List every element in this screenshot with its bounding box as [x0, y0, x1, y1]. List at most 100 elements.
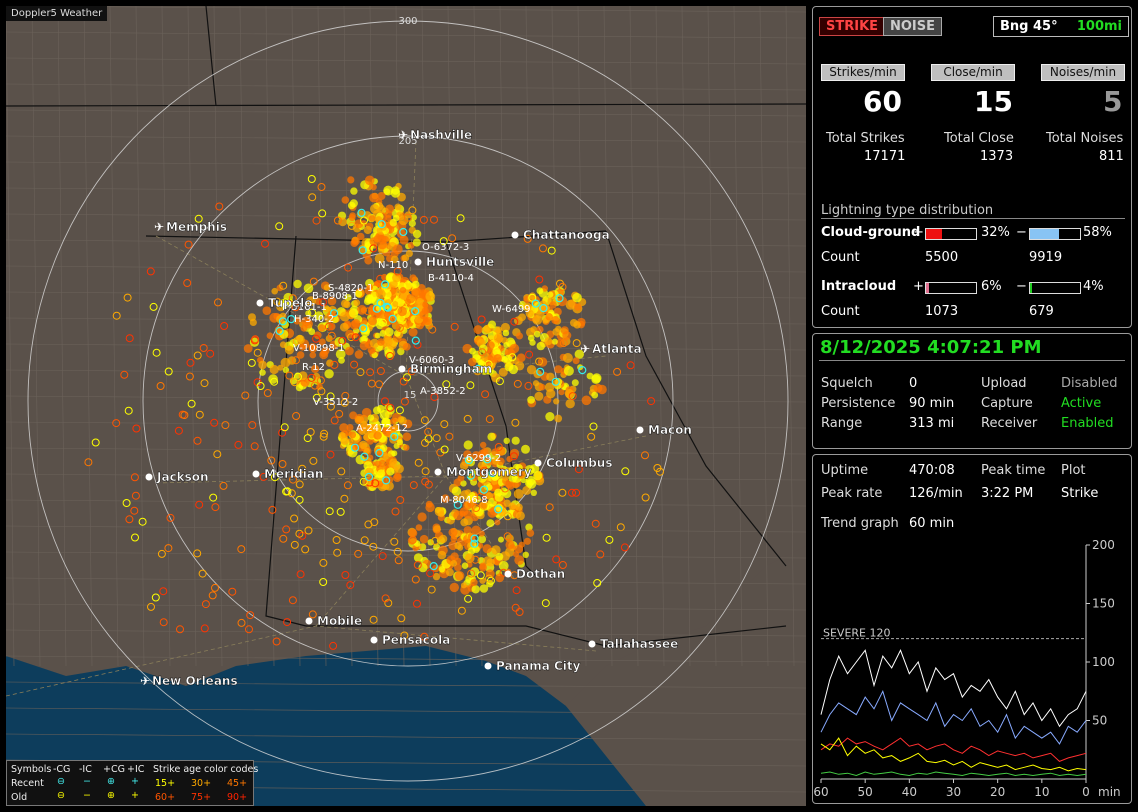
- strike-marker: [491, 457, 500, 465]
- recent-strike: [429, 561, 438, 571]
- city-label-tallahassee: Tallahassee: [600, 637, 678, 651]
- strike-symbol: [308, 610, 317, 619]
- strike-symbol: [214, 298, 222, 307]
- strike-symbol: [259, 472, 268, 481]
- strike-marker: [396, 439, 404, 446]
- recent-strike: [383, 303, 392, 312]
- cg-pos-bar-fill: [926, 229, 942, 239]
- strikes-per-min-header[interactable]: Strikes/min: [821, 64, 905, 81]
- strike-symbol: [442, 380, 451, 389]
- severe-label: SEVERE 120: [823, 627, 891, 640]
- strike-marker: [376, 469, 386, 478]
- strike-symbol: [403, 213, 412, 222]
- strike-symbol: [448, 234, 457, 243]
- strike-marker: [356, 232, 365, 241]
- strike-symbol: [364, 520, 373, 529]
- strike-marker: [280, 357, 291, 368]
- strike-symbol: [319, 432, 328, 441]
- strike-symbol: [399, 377, 408, 386]
- recent-strike: [411, 336, 420, 345]
- recent-strike: [377, 220, 386, 229]
- strike-symbol: [307, 175, 316, 183]
- map-canvas[interactable]: 300 205 15 O-6372-3 B-4110-4 S-4820-1B-8908-1…: [6, 6, 806, 806]
- strike-symbol: [285, 371, 294, 380]
- trend-series-line-2: [820, 737, 1087, 762]
- strike-symbol: [320, 429, 329, 438]
- strike-symbol: [545, 503, 554, 512]
- strike-marker: [479, 562, 487, 570]
- strike-symbol: [273, 297, 282, 306]
- noise-mode-button[interactable]: NOISE: [883, 17, 943, 36]
- close-per-min-header[interactable]: Close/min: [931, 64, 1015, 81]
- strike-marker: [411, 288, 420, 297]
- total-strikes-label: Total Strikes: [826, 131, 905, 146]
- strike-mode-button[interactable]: STRIKE: [819, 17, 886, 36]
- storm-cell-label: R-12: [302, 362, 325, 373]
- strike-symbol: [327, 331, 336, 340]
- strike-symbol: [247, 358, 256, 367]
- bearing-range-display[interactable]: Bng 45° 100mi: [993, 16, 1129, 37]
- strike-symbol: [283, 618, 292, 627]
- strike-symbol: [131, 491, 140, 500]
- strike-marker: [359, 341, 369, 351]
- strike-symbol: [295, 480, 304, 489]
- storm-cell-label: S-4820-1: [328, 283, 373, 294]
- strike-symbol: [317, 183, 326, 191]
- strike-marker: [460, 582, 467, 589]
- storm-cell-label: A-3852-2: [420, 386, 466, 397]
- strike-symbol: [430, 215, 438, 224]
- peak-time-label: Peak time: [981, 463, 1046, 478]
- strike-symbol: [91, 438, 100, 447]
- strike-marker: [360, 420, 368, 429]
- airport-icon: ✈: [140, 674, 150, 688]
- strike-symbol: [159, 618, 168, 627]
- strike-symbol: [164, 367, 173, 376]
- trend-series-line-3: [820, 737, 1087, 772]
- strike-marker: [409, 274, 417, 282]
- strike-marker: [547, 291, 554, 298]
- strike-symbol: [195, 410, 204, 419]
- strike-marker: [266, 332, 274, 340]
- strike-symbol: [292, 412, 301, 420]
- strike-marker: [394, 203, 402, 211]
- strike-marker: [351, 319, 361, 328]
- strike-symbol: [440, 445, 449, 454]
- strike-symbol: [360, 536, 369, 545]
- legend-recent-neg-ic-icon: −: [83, 776, 91, 787]
- city-label-birmingham: Birmingham: [410, 362, 492, 376]
- strike-symbol: [166, 513, 175, 522]
- recent-strike: [381, 280, 390, 289]
- plot-value[interactable]: Strike: [1061, 486, 1099, 501]
- strike-symbol: [596, 550, 605, 559]
- strike-symbol: [547, 246, 556, 255]
- strike-symbol: [318, 209, 327, 218]
- strike-symbol: [408, 535, 417, 544]
- strike-marker: [503, 437, 510, 444]
- recent-strike: [382, 302, 391, 311]
- x-tick-label: 60: [813, 785, 828, 799]
- legend-age-60: 60+: [155, 792, 176, 803]
- strike-marker: [515, 503, 523, 512]
- strike-marker: [326, 359, 334, 367]
- strike-marker: [365, 246, 373, 254]
- strike-symbol: [467, 569, 476, 578]
- strike-symbol: [364, 307, 373, 316]
- noises-per-min-value: 5: [1103, 85, 1123, 118]
- strike-marker: [353, 299, 361, 307]
- strike-symbol: [176, 625, 184, 634]
- recent-strike: [494, 505, 503, 514]
- strike-symbol: [495, 377, 504, 386]
- strike-marker: [523, 537, 532, 545]
- city-dot-icon: [504, 570, 512, 578]
- strike-symbol: [347, 221, 356, 230]
- storm-cell-label: A-2472-12: [356, 423, 408, 434]
- strike-symbol: [246, 611, 255, 620]
- noises-per-min-header[interactable]: Noises/min: [1041, 64, 1125, 81]
- strike-symbol: [464, 594, 473, 603]
- city-dot-icon: [398, 365, 406, 373]
- strike-marker: [339, 423, 349, 433]
- strike-marker: [524, 465, 535, 475]
- strike-marker: [402, 432, 412, 442]
- lightning-map[interactable]: Doppler5 Weather 300 205 15 O-6372-3 B-4110-…: [6, 6, 806, 806]
- strike-marker: [300, 324, 308, 332]
